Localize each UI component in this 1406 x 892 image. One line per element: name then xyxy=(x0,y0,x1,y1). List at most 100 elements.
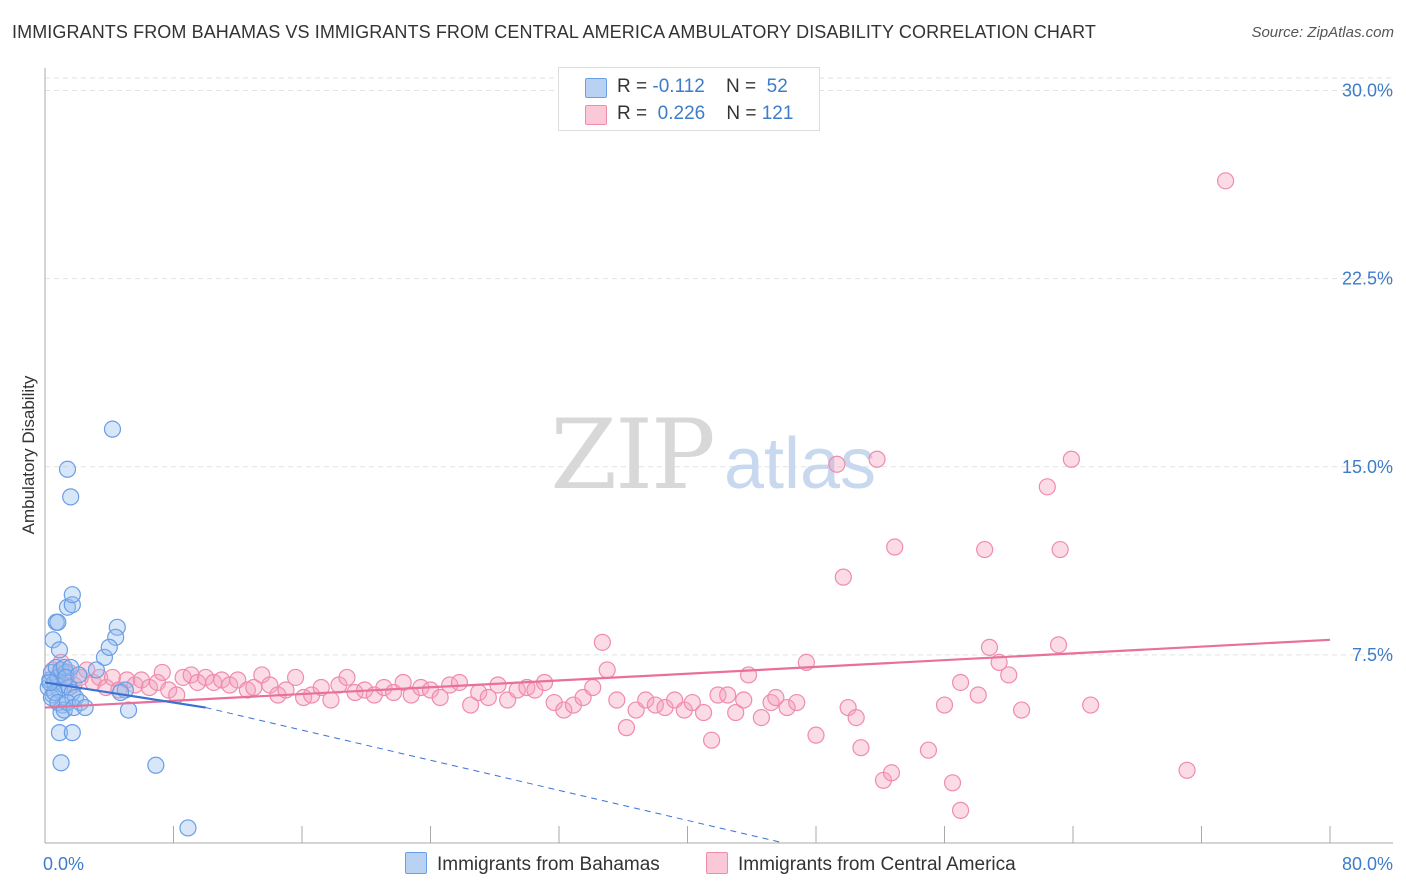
point-central-america xyxy=(617,719,636,737)
point-central-america xyxy=(1000,666,1018,684)
point-central-america xyxy=(450,673,469,692)
legend-r-value: -0.112 xyxy=(652,76,705,97)
point-bahamas xyxy=(179,819,197,837)
point-central-america xyxy=(694,703,713,722)
point-bahamas xyxy=(63,724,81,742)
point-central-america xyxy=(479,688,497,707)
legend-r-value: 0.226 xyxy=(657,103,706,124)
point-central-america xyxy=(943,774,962,792)
point-central-america xyxy=(1178,761,1196,779)
point-central-america xyxy=(683,693,701,712)
trend-lines xyxy=(44,638,1331,844)
point-bahamas xyxy=(100,638,118,656)
series-central-america xyxy=(44,172,1235,819)
y-tick-labels: 7.5% 15.0% 22.5% 30.0% xyxy=(1342,81,1393,665)
point-bahamas xyxy=(87,661,106,679)
point-central-america xyxy=(375,678,393,697)
x-tick-label-max: 80.0% xyxy=(1342,854,1393,874)
point-central-america xyxy=(646,696,664,714)
point-bahamas xyxy=(52,703,70,722)
legend-n-label: N = xyxy=(726,103,757,124)
point-central-america xyxy=(951,801,970,819)
point-bahamas xyxy=(95,648,114,666)
bottom-legend-swatch-bahamas xyxy=(405,852,427,874)
point-central-america xyxy=(1012,701,1031,719)
point-central-america xyxy=(1082,696,1100,714)
point-central-america xyxy=(969,686,987,704)
legend-n-label: N = xyxy=(725,76,757,97)
point-central-america xyxy=(709,686,727,704)
point-central-america xyxy=(462,696,480,714)
point-bahamas xyxy=(50,724,69,742)
point-bahamas xyxy=(147,756,165,774)
legend-r-label: R = xyxy=(617,76,648,97)
point-central-america xyxy=(1049,636,1068,654)
point-bahamas xyxy=(49,613,67,631)
point-bahamas xyxy=(103,420,122,438)
trend-line-central-america xyxy=(44,638,1331,709)
point-central-america xyxy=(762,693,780,712)
point-bahamas xyxy=(50,641,69,659)
point-bahamas xyxy=(107,628,125,646)
point-central-america xyxy=(788,693,806,712)
point-central-america xyxy=(735,691,753,709)
point-central-america xyxy=(608,691,626,709)
point-central-america xyxy=(584,678,602,697)
series-bahamas xyxy=(39,420,197,837)
point-central-america xyxy=(286,668,305,687)
point-central-america xyxy=(727,703,745,722)
point-central-america xyxy=(598,661,616,679)
point-central-america xyxy=(767,688,785,707)
legend-n-value: 121 xyxy=(761,103,794,124)
point-central-america xyxy=(637,691,655,709)
y-tick-label: 30.0% xyxy=(1342,81,1393,101)
point-central-america xyxy=(593,633,611,651)
legend-text-bahamas: R = -0.112 N = 52 xyxy=(617,76,788,98)
y-tick-label: 15.0% xyxy=(1342,457,1393,477)
point-bahamas xyxy=(70,666,88,684)
legend-n-value: 52 xyxy=(766,76,788,97)
watermark-zip: ZIP xyxy=(550,399,713,511)
y-tick-label: 22.5% xyxy=(1342,269,1393,289)
bottom-legend-label-bahamas: Immigrants from Bahamas xyxy=(437,854,660,875)
point-central-america xyxy=(312,678,330,697)
watermark: ZIP atlas xyxy=(550,399,876,511)
source-label: Source: ZipAtlas.com xyxy=(1251,24,1394,41)
chart-title: IMMIGRANTS FROM BAHAMAS VS IMMIGRANTS FR… xyxy=(12,22,1096,42)
point-bahamas xyxy=(62,488,80,506)
point-central-america xyxy=(1062,450,1080,468)
point-central-america xyxy=(935,696,954,714)
axes xyxy=(44,68,1393,844)
trend-extension-bahamas xyxy=(205,707,784,844)
point-bahamas xyxy=(44,631,62,649)
point-central-america xyxy=(834,568,852,586)
point-central-america xyxy=(322,691,340,709)
point-central-america xyxy=(394,673,412,692)
point-central-america xyxy=(886,538,904,556)
y-tick-label: 7.5% xyxy=(1352,645,1393,665)
point-central-america xyxy=(1216,172,1235,190)
x-tick-label-min: 0.0% xyxy=(43,854,84,874)
point-central-america xyxy=(778,698,796,717)
point-bahamas xyxy=(58,460,77,478)
bottom-legend-bahamas: Immigrants from Bahamas xyxy=(405,852,660,876)
point-central-america xyxy=(852,739,870,757)
point-central-america xyxy=(1051,540,1069,559)
bottom-legend-central-america: Immigrants from Central America xyxy=(706,852,1016,876)
point-central-america xyxy=(807,726,825,744)
point-central-america xyxy=(153,663,171,682)
correlation-legend: R = -0.112 N = 52 R = 0.226 N = 121 xyxy=(558,67,820,131)
point-central-america xyxy=(338,668,356,687)
bottom-legend-swatch-central-america xyxy=(706,852,728,874)
point-bahamas xyxy=(52,754,70,772)
point-central-america xyxy=(976,540,994,559)
point-central-america xyxy=(719,686,737,704)
y-axis-title: Ambulatory Disability xyxy=(19,375,38,534)
legend-swatch-central-america xyxy=(585,105,607,125)
point-bahamas xyxy=(76,698,94,717)
gridlines xyxy=(45,77,1393,656)
legend-r-label: R = xyxy=(617,103,648,124)
point-central-america xyxy=(431,688,449,707)
point-bahamas xyxy=(63,586,81,604)
